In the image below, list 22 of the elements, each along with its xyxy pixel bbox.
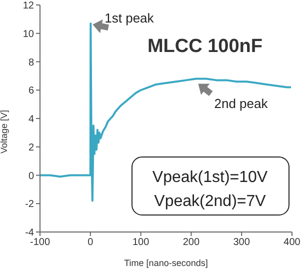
x-tick-label: 100 [132,237,150,248]
y-tick-label: -2 [25,199,34,210]
y-tick-label: 8 [28,57,34,68]
x-tick-label: 300 [233,237,250,248]
y-tick-label: 10 [22,28,34,40]
y-tick-label: 2 [28,142,34,154]
y-tick-label: 12 [22,0,34,12]
annotation: 1st peak [104,10,154,26]
y-tick-label: 4 [28,114,34,126]
y-tick-label: 0 [28,170,34,182]
x-axis-title: Time [nano-seconds] [124,258,208,268]
x-tick-label: 400 [284,237,301,248]
x-tick-label: -100 [30,237,50,248]
x-tick-label: 200 [182,237,200,248]
y-tick-label: -4 [25,228,34,239]
y-axis-title: Voltage [V] [0,110,10,154]
x-tick-label: 0 [88,237,94,248]
annotation: 2nd peak [214,96,268,111]
annotation: Vpeak(1st)=10V [152,169,268,186]
annotation: Vpeak(2nd)=7V [154,193,266,210]
y-tick-label: 6 [28,86,34,97]
text: MLCC 100nF [147,36,263,57]
